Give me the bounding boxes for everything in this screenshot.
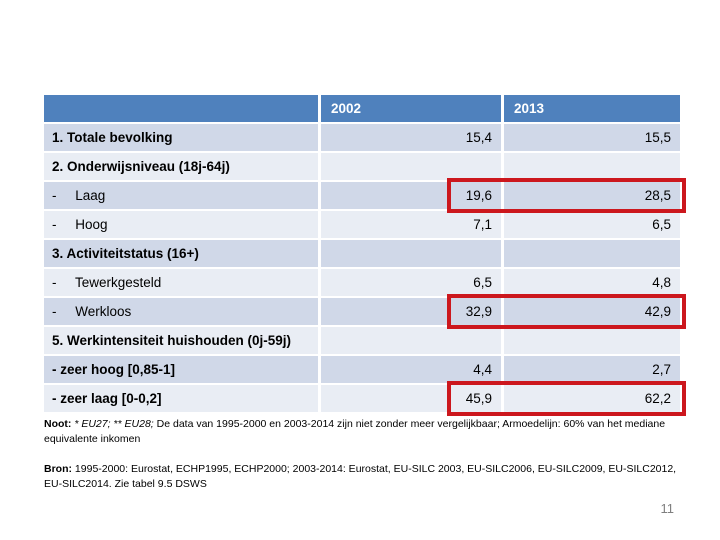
header-cell-2002: 2002 (321, 95, 501, 122)
row-label: - zeer hoog [0,85-1] (44, 356, 318, 383)
cell-2002: 7,1 (321, 211, 501, 238)
cell-2002: 15,4 (321, 124, 501, 151)
cell-2002: 45,9 (321, 385, 501, 412)
cell-2002 (321, 327, 501, 354)
footnote-noot: Noot: * EU27; ** EU28; De data van 1995-… (44, 417, 678, 447)
footnote-noot-label: Noot: (44, 418, 72, 430)
row-label: - Hoog (44, 211, 318, 238)
data-table: 2002 2013 1. Totale bevolking 15,4 15,5 … (44, 95, 680, 412)
header-cell-2013: 2013 (504, 95, 680, 122)
cell-2013: 2,7 (504, 356, 680, 383)
row-label: - Tewerkgesteld (44, 269, 318, 296)
cell-2002 (321, 240, 501, 267)
row-label: 2. Onderwijsniveau (18j-64j) (44, 153, 318, 180)
row-label: - zeer laag [0-0,2] (44, 385, 318, 412)
cell-2013: 15,5 (504, 124, 680, 151)
cell-2013 (504, 153, 680, 180)
cell-2013: 28,5 (504, 182, 680, 209)
row-label: 5. Werkintensiteit huishouden (0j-59j) (44, 327, 318, 354)
cell-2002: 4,4 (321, 356, 501, 383)
cell-2002: 19,6 (321, 182, 501, 209)
cell-2013: 4,8 (504, 269, 680, 296)
row-label: - Werkloos (44, 298, 318, 325)
header-cell-empty (44, 95, 318, 122)
cell-2002 (321, 153, 501, 180)
footnote-bron: Bron: 1995-2000: Eurostat, ECHP1995, ECH… (44, 462, 678, 492)
footnote-noot-text: De data van 1995-2000 en 2003-2014 zijn … (44, 418, 666, 445)
cell-2013 (504, 240, 680, 267)
footnote-noot-italic: * EU27; ** EU28; (74, 418, 154, 430)
cell-2013: 6,5 (504, 211, 680, 238)
footnote-bron-label: Bron: (44, 463, 72, 475)
cell-2013 (504, 327, 680, 354)
row-label: 3. Activiteitstatus (16+) (44, 240, 318, 267)
row-label: 1. Totale bevolking (44, 124, 318, 151)
page-number: 11 (660, 501, 675, 516)
cell-2013: 62,2 (504, 385, 680, 412)
cell-2002: 32,9 (321, 298, 501, 325)
row-label: - Laag (44, 182, 318, 209)
cell-2013: 42,9 (504, 298, 680, 325)
cell-2002: 6,5 (321, 269, 501, 296)
footnote-bron-text: 1995-2000: Eurostat, ECHP1995, ECHP2000;… (44, 463, 677, 490)
